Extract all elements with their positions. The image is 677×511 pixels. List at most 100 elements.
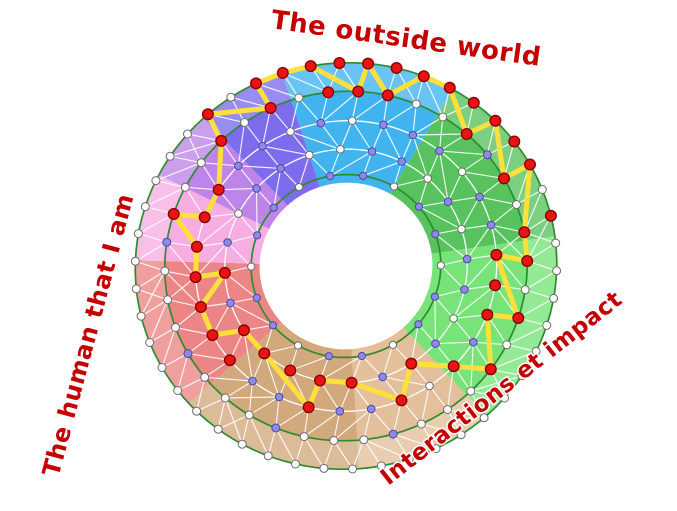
mesh-edge — [273, 168, 282, 208]
red-node — [345, 376, 358, 389]
lavender-node — [431, 339, 440, 348]
mesh-edge — [262, 145, 310, 156]
sector-orchid — [158, 118, 288, 229]
mesh-edge — [470, 390, 485, 419]
white-node — [457, 167, 467, 177]
white-node — [157, 363, 167, 372]
white-node — [531, 346, 541, 356]
mesh-edge — [149, 327, 176, 343]
white-node — [411, 99, 421, 109]
white-node — [416, 419, 426, 429]
mesh-edge — [401, 134, 414, 162]
lavender-node — [482, 150, 492, 160]
lavender-node — [183, 349, 193, 359]
mesh-edge — [421, 423, 462, 436]
lavender-node — [388, 429, 398, 439]
red-node — [304, 60, 317, 73]
mesh-edge — [303, 410, 341, 438]
mesh-edge — [138, 233, 167, 243]
lavender-node — [367, 147, 377, 156]
mesh-edge — [227, 242, 252, 268]
white-node — [404, 454, 414, 464]
mesh-edge — [149, 299, 169, 343]
mesh-edge — [275, 396, 280, 429]
red-node — [417, 70, 430, 83]
mesh-edge — [282, 72, 329, 93]
mesh-edge — [463, 254, 497, 290]
white-node — [438, 112, 448, 122]
mesh-edge — [298, 154, 310, 188]
lavender-node — [414, 202, 424, 211]
lavender-node — [431, 230, 440, 239]
white-node — [479, 413, 489, 423]
mesh-edge — [303, 436, 325, 469]
white-node — [457, 224, 466, 234]
mesh-edge — [434, 288, 465, 298]
white-node — [136, 311, 146, 321]
mesh-edge — [339, 120, 353, 150]
mesh-edge — [412, 134, 429, 179]
mesh-edge — [166, 241, 197, 278]
white-node — [299, 432, 309, 442]
mesh-edge — [393, 433, 437, 450]
red-node — [490, 248, 503, 261]
lavender-node — [274, 392, 284, 402]
mesh-edge — [320, 122, 341, 150]
mesh-edge — [383, 103, 417, 126]
mesh-edge — [382, 344, 394, 378]
white-node — [517, 371, 527, 381]
ring-outline-3 — [224, 148, 468, 384]
mesh-edge — [447, 171, 463, 202]
red-node — [395, 394, 408, 407]
mesh-edge — [329, 149, 341, 177]
mesh-edge — [333, 411, 341, 441]
white-node — [423, 174, 433, 183]
mesh-edge — [169, 155, 202, 164]
sector-tan-light — [351, 327, 486, 469]
red-node — [223, 354, 236, 367]
sector-tan-dark — [188, 322, 360, 470]
white-node — [359, 435, 369, 445]
mesh-edge — [371, 124, 384, 152]
mesh-edge — [227, 234, 258, 244]
lavender-node — [430, 292, 439, 301]
mesh-edge — [382, 124, 403, 162]
label-human-that-i-am: The human that I am — [37, 191, 139, 480]
lavender-node — [326, 171, 335, 181]
red-node — [198, 211, 211, 224]
red-node — [314, 374, 327, 387]
lavender-node — [414, 320, 423, 329]
mesh-edge — [418, 178, 429, 207]
mesh-edge — [420, 423, 437, 449]
lavender-node — [359, 171, 368, 180]
lavender-node — [324, 352, 333, 361]
mesh-edge — [460, 196, 481, 230]
lavender-node — [269, 203, 278, 212]
mesh-edge — [362, 151, 373, 176]
mesh-edge — [319, 380, 341, 412]
lavender-node — [435, 146, 444, 156]
red-node — [258, 347, 271, 360]
mesh-edge — [136, 288, 168, 301]
mesh-edge — [238, 165, 281, 169]
lavender-node — [258, 141, 267, 151]
lavender-node — [252, 184, 261, 193]
mesh-edge — [351, 120, 373, 152]
mesh-edge — [230, 297, 257, 304]
mesh-edge — [289, 97, 300, 132]
white-node — [180, 182, 190, 192]
lavender-node — [276, 164, 286, 173]
white-node — [425, 381, 434, 391]
red-node — [460, 127, 473, 140]
mesh-edge — [506, 344, 537, 352]
red-node — [489, 279, 502, 292]
mesh-edge — [177, 353, 189, 391]
white-node — [145, 338, 155, 347]
mesh-edge — [195, 242, 229, 278]
red-node — [264, 101, 277, 114]
mesh-edge — [217, 397, 226, 430]
red-node — [381, 89, 394, 102]
white-node — [319, 463, 329, 473]
mesh-edge — [244, 122, 263, 147]
red-node — [489, 114, 502, 127]
